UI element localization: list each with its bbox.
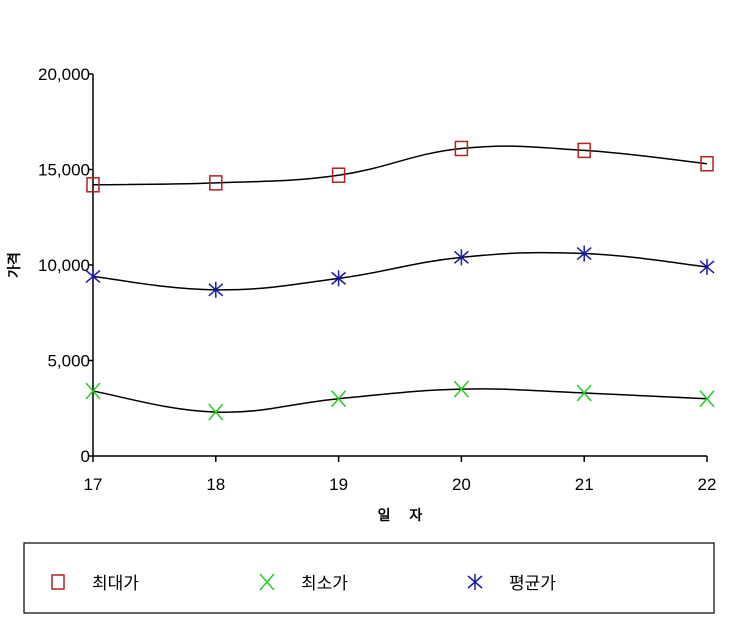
legend-marker <box>51 574 65 590</box>
series-line-3 <box>92 251 708 291</box>
legend: 최대가 최소가 평균가 <box>51 573 556 594</box>
data-point-series-2 <box>576 384 592 402</box>
x-tick-label: 17 <box>84 475 103 494</box>
y-tick-label: 0 <box>81 447 90 466</box>
data-point-series-3 <box>576 245 592 262</box>
y-tick-label: 20,000 <box>38 65 90 84</box>
data-point-series-1 <box>331 167 346 183</box>
y-tick-label: 10,000 <box>38 256 90 275</box>
x-tick-label: 19 <box>329 475 348 494</box>
y-axis-title: 가격 <box>6 252 23 278</box>
legend-item: 최소가 <box>259 573 348 594</box>
data-point-series-2 <box>85 382 101 400</box>
legend-label: 최대가 <box>92 574 139 594</box>
data-point-series-3 <box>208 281 224 298</box>
data-point-series-2 <box>699 390 715 408</box>
legend-label: 최소가 <box>301 574 348 594</box>
legend-marker <box>259 573 275 591</box>
y-tick-label: 5,000 <box>47 352 90 371</box>
y-tick-label: 15,000 <box>38 161 90 180</box>
axes <box>92 74 707 457</box>
legend-label: 평균가 <box>509 574 556 594</box>
data-point-series-1 <box>577 142 591 159</box>
legend-item: 평균가 <box>467 574 556 594</box>
x-tick-label: 20 <box>452 475 471 494</box>
data-point-series-1 <box>454 140 469 157</box>
x-tick-label: 22 <box>698 475 717 494</box>
x-ticks: 17 18 19 20 21 22 <box>84 456 717 494</box>
x-tick-label: 18 <box>206 475 225 494</box>
x-axis-title: 일 자 <box>378 508 423 524</box>
data-point-series-2 <box>331 390 347 408</box>
data-point-series-2 <box>208 403 224 421</box>
data-point-series-3 <box>699 258 715 275</box>
series-line-2 <box>92 388 708 413</box>
data-point-series-1 <box>700 156 714 172</box>
legend-box <box>23 542 715 614</box>
data-point-series-1 <box>86 177 100 193</box>
data-point-series-3 <box>453 249 469 266</box>
data-point-series-2 <box>453 380 469 398</box>
data-point-series-1 <box>209 175 223 191</box>
data-point-series-3 <box>331 270 347 287</box>
legend-item: 최대가 <box>51 574 139 594</box>
series-line-1 <box>92 145 708 186</box>
x-tick-label: 21 <box>575 475 594 494</box>
plot-area <box>85 140 715 421</box>
legend-marker <box>467 574 483 590</box>
data-point-series-3 <box>85 268 101 285</box>
y-ticks: 0 5,000 10,000 15,000 20,000 <box>38 65 93 466</box>
